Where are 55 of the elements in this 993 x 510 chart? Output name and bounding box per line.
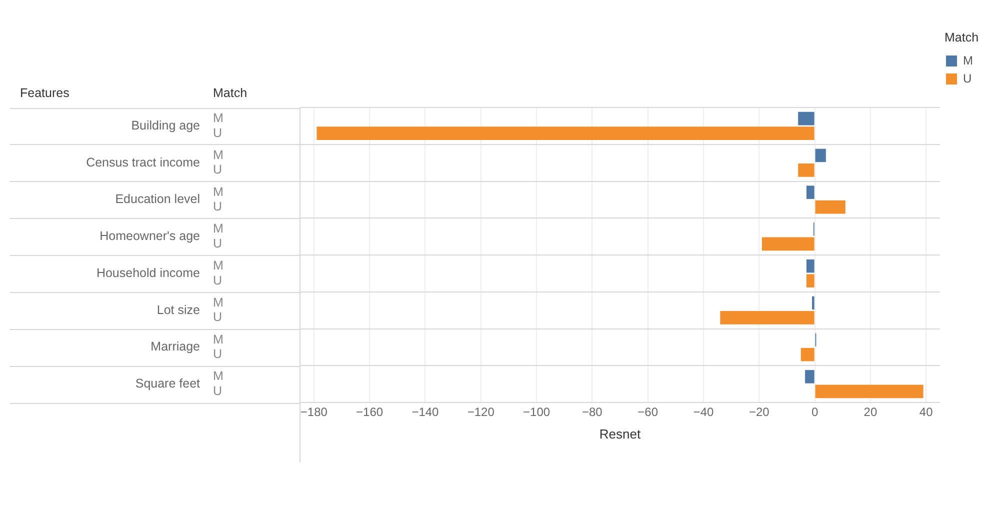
text: M (213, 258, 224, 273)
x-axis-title: Resnet (599, 426, 641, 442)
text: M (213, 332, 224, 346)
text: M (213, 148, 224, 162)
x-tick-label: 0 (811, 405, 818, 420)
x-tick-label: −100 (523, 405, 550, 420)
y-tick-label: Census tract income (86, 155, 200, 170)
legend-title: Match (213, 86, 248, 100)
text: U (213, 384, 222, 398)
text: U (213, 162, 222, 177)
bar (815, 384, 924, 398)
y-tick-label: Homeowner's age (100, 229, 200, 244)
y-tick-label: Building age (131, 118, 200, 132)
y-tick-label: Square feet (135, 376, 201, 391)
x-tick-label: −160 (356, 405, 384, 420)
text: U (213, 310, 222, 324)
bar (798, 164, 814, 177)
y-tick-label: Household income (96, 266, 200, 280)
bar (762, 237, 814, 251)
y-tick-label: Education level (115, 192, 200, 206)
text: M (213, 222, 224, 236)
bar (798, 112, 814, 126)
bar (316, 126, 814, 140)
text: U (213, 273, 222, 288)
text: M (213, 295, 224, 310)
bar (815, 200, 846, 214)
x-tick-label: −80 (582, 405, 603, 420)
bar (806, 274, 814, 288)
text: M (213, 111, 224, 126)
text: M (213, 369, 224, 384)
x-tick-label: −40 (693, 405, 714, 420)
text: Match (944, 30, 979, 45)
x-tick-label: −120 (467, 405, 495, 420)
text: U (213, 347, 222, 362)
bar (805, 370, 814, 384)
y-tick-label: Lot size (156, 302, 200, 317)
x-tick-label: 20 (864, 405, 878, 420)
bar (815, 148, 826, 162)
text: M (213, 184, 224, 199)
x-tick-label: −180 (300, 405, 328, 420)
text: U (213, 126, 222, 140)
text: U (213, 236, 222, 250)
bar (800, 348, 814, 362)
legend-label: U (963, 71, 972, 86)
text: Features (20, 86, 70, 100)
text: U (213, 200, 222, 214)
bar (806, 259, 814, 273)
x-tick-label: −140 (412, 405, 440, 420)
y-tick-label: Marriage (150, 340, 200, 354)
x-tick-label: −60 (638, 405, 658, 420)
bar (720, 311, 814, 324)
x-tick-label: 40 (919, 405, 934, 420)
legend-label: M (963, 53, 974, 68)
bar (806, 186, 814, 199)
x-tick-label: −20 (748, 405, 770, 420)
